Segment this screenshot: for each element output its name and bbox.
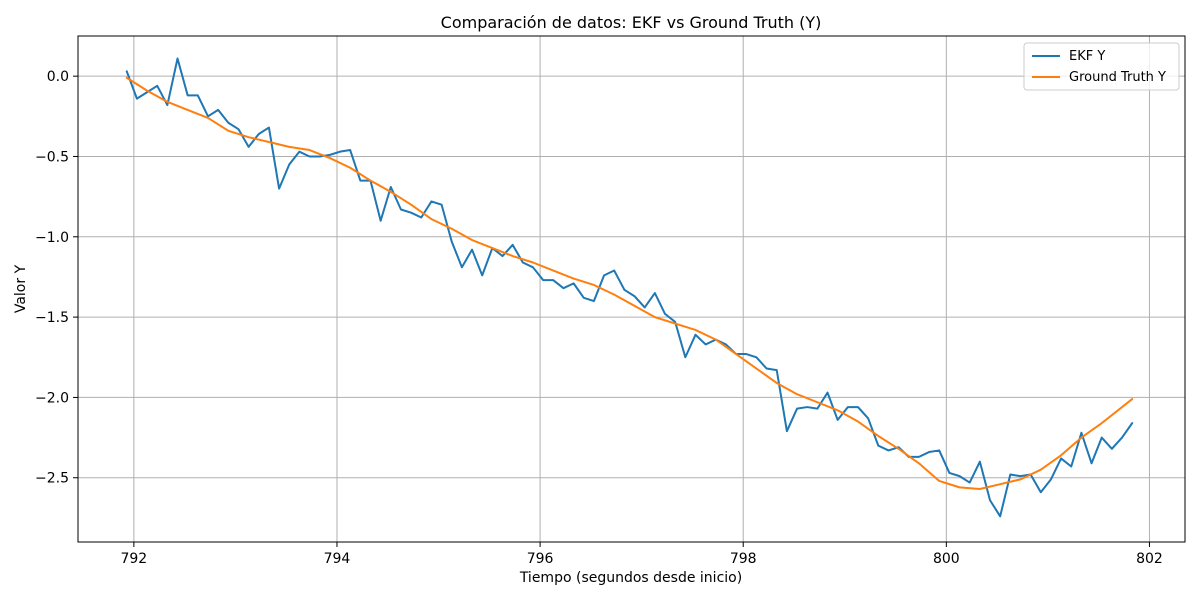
grid [78,36,1185,542]
legend-label-ekf-y: EKF Y [1069,49,1105,64]
y-tick-label: −2.0 [35,390,69,406]
x-tick-label: 796 [527,551,554,567]
y-tick-label: −1.0 [35,230,69,246]
y-tick-label: −1.5 [35,310,69,326]
legend-label-ground-truth-y: Ground Truth Y [1069,70,1166,85]
x-axis-label: Tiempo (segundos desde inicio) [519,570,742,586]
series-line-ground-truth-y [125,76,1134,490]
x-tick-label: 802 [1136,551,1163,567]
y-tick-label: −0.5 [35,149,69,165]
y-tick-label: −2.5 [35,471,69,487]
x-tick-label: 798 [730,551,757,567]
y-tick-label: 0.0 [47,69,69,85]
x-tick-label: 792 [120,551,147,567]
axis-ticks: 792 794 796 798 800 802 0.0 −0.5 −1.0 −1.5 −2.0 −2.… [35,69,1163,567]
plot-frame [77,35,1186,543]
legend-box [1023,42,1180,91]
chart-title: Comparación de datos: EKF vs Ground Trut… [441,13,822,32]
x-tick-label: 800 [933,551,960,567]
series-line-ekf-y [125,57,1134,518]
series-lines [125,57,1134,518]
y-axis-label: Valor Y [13,264,29,313]
x-tick-label: 794 [324,551,351,567]
legend: EKF Y Ground Truth Y [1023,42,1180,91]
